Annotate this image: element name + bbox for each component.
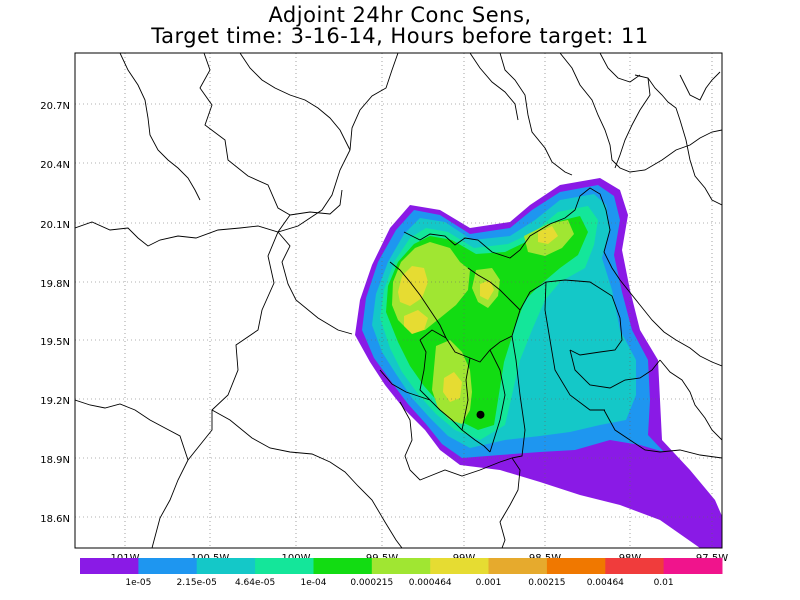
colorbar: 1e-05 2.15e-05 4.64e-05 1e-04 0.000215 0.0004…	[80, 558, 723, 588]
lat-label: 19.2N	[40, 396, 70, 407]
colorbar-label: 2.15e-05	[177, 578, 217, 588]
contour-level-7d	[480, 280, 494, 300]
latitude-axis: 20.7N 20.4N 20.1N 19.8N 19.5N 19.2N 18.9…	[40, 101, 70, 525]
lat-label: 20.4N	[40, 160, 70, 171]
lat-label: 20.7N	[40, 101, 70, 112]
colorbar-swatch	[371, 558, 431, 574]
colorbar-label: 0.001	[476, 578, 502, 588]
colorbar-swatch	[605, 558, 665, 574]
contour-level-7b	[404, 310, 428, 334]
colorbar-swatch	[430, 558, 490, 574]
contour-level-6a	[392, 242, 470, 330]
contour-level-7e	[538, 226, 558, 244]
colorbar-swatch	[663, 558, 723, 574]
colorbar-label: 0.01	[654, 578, 674, 588]
title-line-1: Adjoint 24hr Conc Sens,	[268, 3, 532, 27]
target-location-marker	[476, 410, 485, 419]
colorbar-label: 0.00464	[587, 578, 624, 588]
colorbar-swatch	[488, 558, 548, 574]
colorbar-label: 0.000464	[409, 578, 452, 588]
colorbar-swatch	[196, 558, 256, 574]
state-boundaries	[75, 53, 722, 548]
lat-label: 18.6N	[40, 514, 70, 525]
colorbar-label: 0.000215	[350, 578, 393, 588]
lat-label: 18.9N	[40, 455, 70, 466]
lat-label: 19.5N	[40, 337, 70, 348]
contour-level-7c	[443, 372, 462, 402]
lat-label: 20.1N	[40, 220, 70, 231]
colorbar-swatch	[80, 558, 139, 574]
colorbar-label: 1e-04	[301, 578, 327, 588]
colorbar-label: 1e-05	[125, 578, 151, 588]
lat-label: 19.8N	[40, 279, 70, 290]
plot-frame	[74, 52, 723, 549]
colorbar-label: 0.00215	[528, 578, 565, 588]
colorbar-swatch	[313, 558, 373, 574]
colorbar-swatch	[138, 558, 198, 574]
colorbar-label: 4.64e-05	[235, 578, 275, 588]
colorbar-swatch	[546, 558, 606, 574]
title-line-2: Target time: 3-16-14, Hours before targe…	[151, 24, 649, 48]
sensitivity-field	[355, 178, 722, 548]
grid-lines	[75, 53, 722, 548]
colorbar-swatch	[255, 558, 314, 574]
